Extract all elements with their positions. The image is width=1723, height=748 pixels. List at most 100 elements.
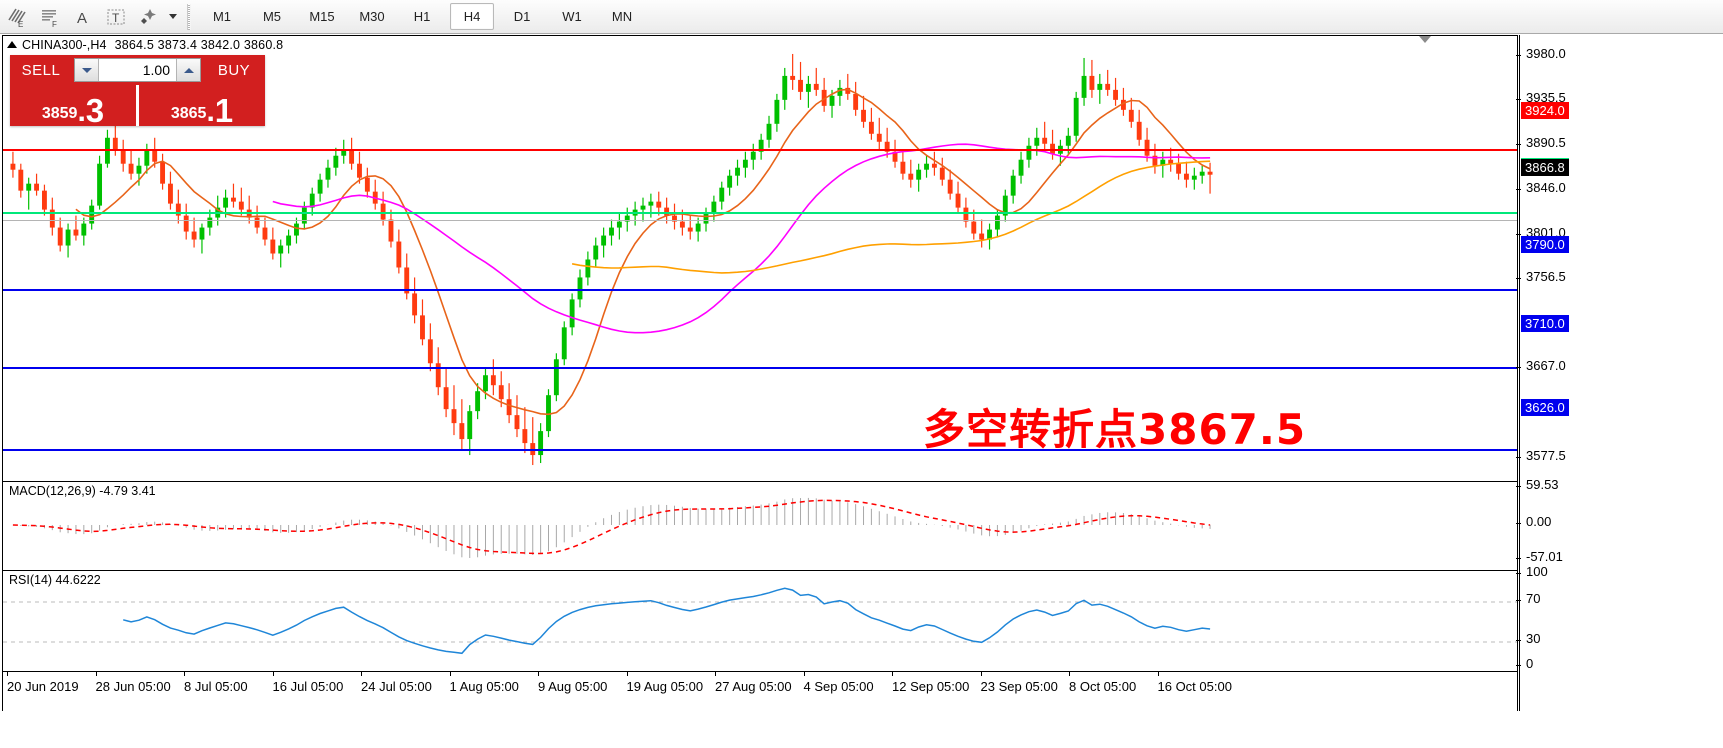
candle-body bbox=[853, 93, 859, 110]
macd-pane[interactable]: MACD(12,26,9) -4.79 3.41 bbox=[3, 481, 1517, 569]
price-badge-3790-0[interactable]: 3790.0 bbox=[1521, 235, 1569, 253]
symbol-info-bar: CHINA300-,H4 3864.5 3873.4 3842.0 3860.8 bbox=[3, 36, 1517, 53]
volume-increase-button[interactable] bbox=[176, 59, 200, 81]
candle-body bbox=[687, 227, 693, 232]
candle-body bbox=[585, 259, 591, 278]
candle-body bbox=[427, 339, 433, 364]
timeframe-m1[interactable]: M1 bbox=[212, 9, 232, 24]
level-line-3867[interactable] bbox=[3, 212, 1517, 214]
macd-label: MACD(12,26,9) -4.79 3.41 bbox=[9, 484, 156, 498]
objects-icon[interactable] bbox=[132, 1, 165, 32]
rsi-axis-label: 70 bbox=[1515, 591, 1540, 606]
timeframe-h4[interactable]: H4 bbox=[450, 3, 494, 30]
buy-button[interactable]: BUY bbox=[217, 61, 251, 79]
price-pane[interactable]: 多空转折点3867.5 bbox=[3, 36, 1517, 480]
timeframe-m5[interactable]: M5 bbox=[262, 9, 282, 24]
candle-body bbox=[845, 87, 851, 94]
level-line-3710[interactable] bbox=[3, 367, 1517, 369]
candle-body bbox=[553, 359, 559, 396]
candle-body bbox=[742, 159, 748, 168]
chart-toolbar: E F A T bbox=[0, 0, 1723, 34]
candle-body bbox=[829, 95, 835, 106]
timeframe-d1[interactable]: D1 bbox=[513, 9, 531, 24]
timeframe-h1[interactable]: H1 bbox=[413, 9, 431, 24]
level-line-3924[interactable] bbox=[3, 149, 1517, 151]
timeframe-w1[interactable]: W1 bbox=[562, 9, 582, 24]
chart-f-icon[interactable]: F bbox=[33, 1, 66, 32]
candle-body bbox=[1073, 97, 1079, 136]
chart-frame: 多空转折点3867.5 MACD(12,26,9) -4.79 3.41 RSI… bbox=[2, 35, 1518, 711]
candle-body bbox=[207, 217, 213, 228]
candle-body bbox=[238, 201, 244, 210]
volume-stepper[interactable]: 1.00 bbox=[74, 58, 201, 82]
chart-annotation-text[interactable]: 多空转折点3867.5 bbox=[923, 405, 1307, 454]
level-line-3790[interactable] bbox=[3, 289, 1517, 291]
candle-body bbox=[601, 235, 607, 246]
candle-body bbox=[813, 83, 819, 90]
time-tick-label: 19 Aug 05:00 bbox=[626, 671, 704, 694]
svg-text:F: F bbox=[52, 20, 57, 28]
time-tick-label: 12 Sep 05:00 bbox=[892, 671, 970, 694]
rsi-pane[interactable]: RSI(14) 44.6222 bbox=[3, 570, 1517, 671]
candle-body bbox=[648, 201, 654, 206]
candle-body bbox=[939, 167, 945, 180]
candle-body bbox=[1113, 89, 1118, 100]
candle-body bbox=[199, 227, 205, 240]
expand-triangle-icon[interactable] bbox=[7, 41, 17, 48]
candle-body bbox=[294, 223, 299, 236]
text-label-t-icon[interactable]: T bbox=[99, 1, 132, 32]
volume-input[interactable]: 1.00 bbox=[142, 62, 170, 78]
price-tick-3980-0: 3980.0 bbox=[1516, 46, 1566, 61]
candle-body bbox=[987, 229, 992, 240]
candle-body bbox=[664, 207, 670, 216]
objects-dropdown-caret-icon[interactable] bbox=[165, 1, 181, 32]
macd-axis-value: -57.01 bbox=[1526, 549, 1563, 564]
price-tick-3577-5: 3577.5 bbox=[1516, 448, 1566, 463]
candle-body bbox=[160, 161, 166, 184]
price-badge-3924-0[interactable]: 3924.0 bbox=[1521, 101, 1569, 119]
candle-body bbox=[435, 363, 441, 388]
price-axis[interactable]: 3980.0 3935.5 3890.5 3846.0 3801.0 3756.5 3667… bbox=[1515, 35, 1723, 711]
timeframe-m30[interactable]: M30 bbox=[359, 9, 385, 24]
price-badge-3866-8[interactable]: 3866.8 bbox=[1521, 158, 1569, 176]
level-line-3626[interactable] bbox=[3, 449, 1517, 451]
candle-body bbox=[136, 165, 142, 174]
macd-axis-label: 0.00 bbox=[1515, 514, 1551, 529]
candle-body bbox=[979, 233, 985, 240]
candle-body bbox=[144, 149, 150, 166]
macd-signal-line bbox=[12, 499, 1211, 555]
candle-body bbox=[569, 299, 575, 328]
candle-body bbox=[317, 179, 323, 194]
candle-body bbox=[451, 409, 457, 424]
price-tick-label: 3890.5 bbox=[1526, 135, 1566, 151]
chart-e-icon[interactable]: E bbox=[0, 1, 33, 32]
timeframe-group: M1 M5 M15 M30 H1 H4 D1 W1 MN bbox=[197, 3, 647, 30]
candle-body bbox=[396, 241, 402, 268]
candle-body bbox=[333, 155, 339, 168]
candle-body bbox=[1160, 159, 1166, 166]
text-a-icon[interactable]: A bbox=[66, 1, 99, 32]
rsi-axis-label: 30 bbox=[1515, 631, 1540, 646]
sell-button[interactable]: SELL bbox=[21, 61, 61, 79]
candle-body bbox=[624, 215, 630, 222]
candle-body bbox=[711, 201, 717, 214]
buy-price[interactable]: 3865 . 1 bbox=[139, 85, 265, 127]
volume-decrease-button[interactable] bbox=[75, 59, 99, 81]
candle-body bbox=[120, 150, 126, 164]
candle-body bbox=[861, 109, 866, 122]
chevron-down-icon[interactable] bbox=[1419, 36, 1431, 43]
timeframe-mn[interactable]: MN bbox=[611, 9, 633, 24]
time-tick-label: 28 Jun 05:00 bbox=[95, 671, 171, 694]
macd-histogram bbox=[20, 497, 1211, 558]
sell-price-integer: 3859 bbox=[41, 105, 78, 122]
time-tick-label: 16 Oct 05:00 bbox=[1157, 671, 1232, 694]
candle-body bbox=[561, 327, 567, 360]
price-badge-3710-0[interactable]: 3710.0 bbox=[1521, 315, 1569, 333]
candle-body bbox=[577, 277, 583, 300]
candle-body bbox=[805, 83, 811, 92]
price-badge-3626-0[interactable]: 3626.0 bbox=[1521, 399, 1569, 417]
timeframe-m15[interactable]: M15 bbox=[309, 9, 335, 24]
sell-price[interactable]: 3859 . 3 bbox=[10, 85, 136, 127]
trade-panel-header: SELL 1.00 BUY bbox=[10, 55, 265, 85]
